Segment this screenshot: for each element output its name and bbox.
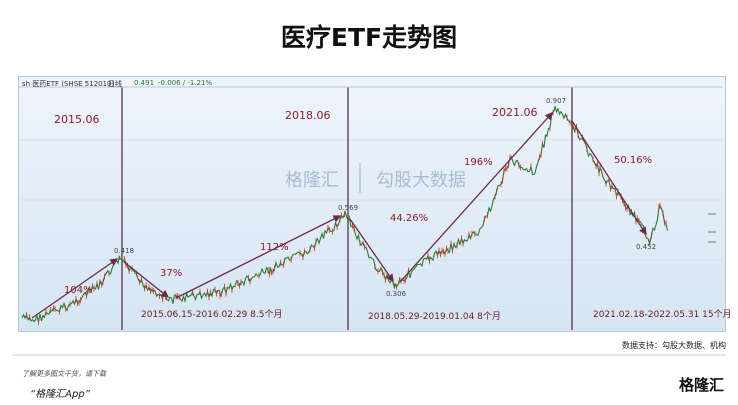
year-label: 2021.06 xyxy=(492,106,538,119)
price-line xyxy=(21,105,669,323)
range-label: 2015.06.15-2016.02.29 8.5个月 xyxy=(141,310,283,320)
range-label: 2021.02.18-2022.05.31 15个月 xyxy=(593,310,732,320)
price: 0.491 xyxy=(134,79,155,87)
gain-label: 112% xyxy=(260,242,289,253)
year-label: 2018.06 xyxy=(285,109,331,122)
change: -0.006 / -1.21% xyxy=(158,79,213,87)
logo: 格隆汇 xyxy=(678,376,724,394)
ticker: sh 医药ETF (SHSE 512010) xyxy=(22,80,115,88)
watermark: 勾股大数据 xyxy=(376,170,466,191)
gain-label: 44.26% xyxy=(390,213,429,224)
year-label: 2015.06 xyxy=(54,113,100,126)
chart-panel xyxy=(18,76,726,332)
axis-ticks xyxy=(708,213,716,243)
price-label: 0.452 xyxy=(636,243,657,251)
price-label: 0.569 xyxy=(338,204,359,212)
period: 日线 xyxy=(108,80,122,88)
price-label: 0.418 xyxy=(114,247,135,255)
gain-label: 50.16% xyxy=(614,155,653,166)
period-lines xyxy=(121,87,573,330)
gain-label: 196% xyxy=(464,157,493,168)
source: 数据支持：勾股大数据、机构 xyxy=(622,341,726,350)
grid xyxy=(19,139,723,261)
price-label: 0.306 xyxy=(386,290,407,298)
trend-arrows xyxy=(31,112,647,319)
range-label: 2018.05.29-2019.01.04 8个月 xyxy=(368,312,501,322)
price-label: 0.907 xyxy=(546,97,567,105)
title: 医疗ETF走势图 xyxy=(280,23,458,52)
gain-label: 37% xyxy=(160,268,183,279)
promo: 了解更多图文干货，请下载 xyxy=(22,370,106,378)
gain-label: 104% xyxy=(64,285,93,296)
watermark: 格隆汇 xyxy=(285,170,339,191)
app-name: “格隆汇App” xyxy=(30,389,90,400)
